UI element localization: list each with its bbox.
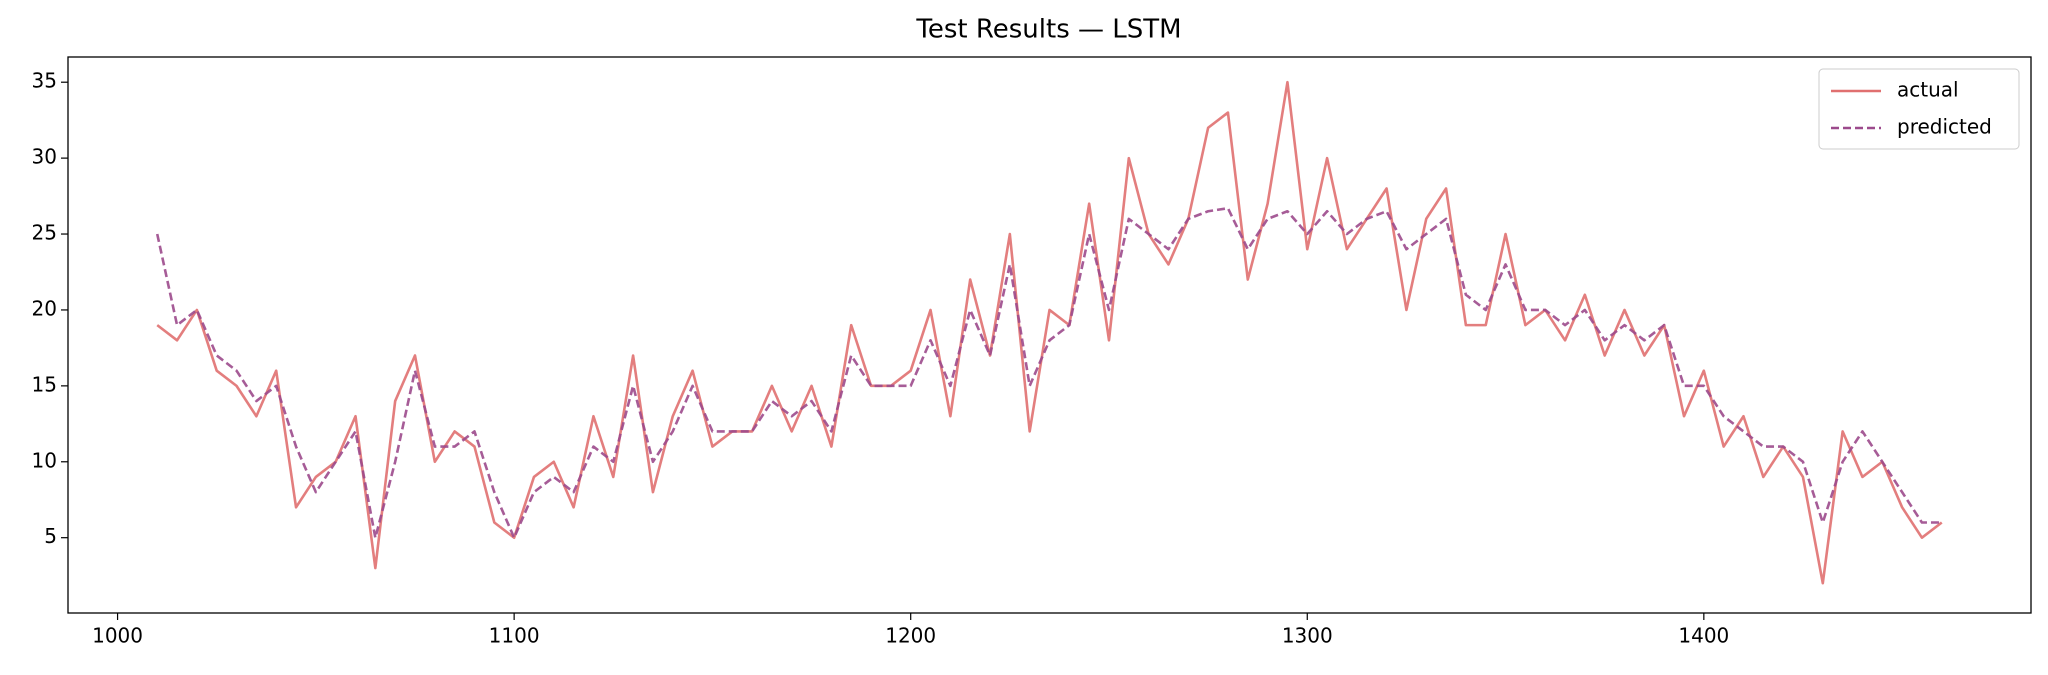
y-tick-label: 25	[32, 221, 57, 245]
legend-label: actual	[1897, 78, 1959, 102]
y-tick-label: 35	[32, 69, 57, 93]
x-tick-label: 1000	[92, 624, 143, 648]
y-tick-label: 10	[32, 448, 57, 472]
y-tick-label: 15	[32, 372, 57, 396]
series-line	[156, 80, 1943, 585]
chart-title: Test Results — LSTM	[915, 15, 1181, 45]
x-tick-label: 1400	[1678, 624, 1729, 648]
y-tick-label: 5	[44, 524, 57, 548]
x-tick-label: 1300	[1282, 624, 1333, 648]
y-tick-label: 30	[32, 145, 57, 169]
series-line	[155, 206, 1942, 539]
x-tick-label: 1200	[885, 624, 936, 648]
x-tick-label: 1100	[489, 624, 540, 648]
y-tick-label: 20	[32, 296, 57, 320]
plot-frame	[67, 56, 2032, 614]
legend-label: predicted	[1897, 115, 1992, 139]
